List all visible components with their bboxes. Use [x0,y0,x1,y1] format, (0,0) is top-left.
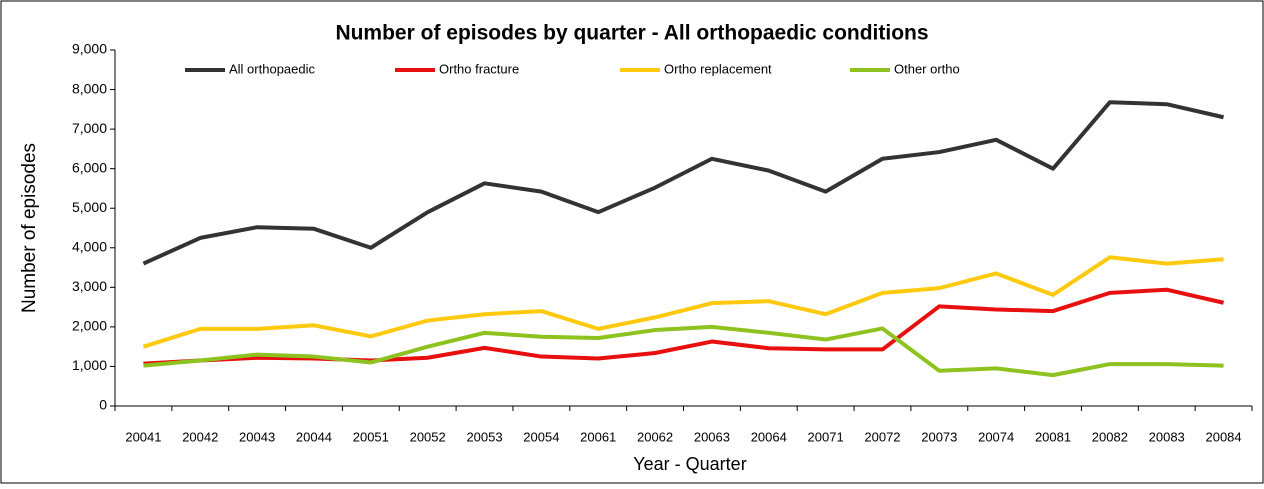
y-tick-label: 7,000 [72,120,107,136]
y-tick-label: 0 [99,397,107,413]
x-tick-label: 20054 [523,429,559,444]
x-tick-label: 20083 [1149,429,1185,444]
x-tick-label: 20073 [921,429,957,444]
x-tick-label: 20043 [239,429,275,444]
x-tick-label: 20082 [1092,429,1128,444]
x-tick-label: 20074 [978,429,1014,444]
legend-label: Other ortho [894,61,960,76]
x-tick-label: 20063 [694,429,730,444]
x-axis-title: Year - Quarter [633,454,746,474]
y-tick-label: 9,000 [72,41,107,57]
y-tick-label: 2,000 [72,318,107,334]
x-tick-label: 20064 [751,429,787,444]
x-tick-label: 20053 [466,429,502,444]
series-line [142,100,1225,266]
x-tick-label: 20042 [182,429,218,444]
y-tick-label: 3,000 [72,278,107,294]
x-tick-label: 20081 [1035,429,1071,444]
x-tick-label: 20062 [637,429,673,444]
y-tick-label: 1,000 [72,357,107,373]
x-tick-label: 20052 [410,429,446,444]
x-tick-label: 20072 [864,429,900,444]
legend-label: Ortho fracture [439,61,519,76]
x-tick-label: 20051 [353,429,389,444]
x-tick-label: 20041 [125,429,161,444]
y-tick-label: 8,000 [72,80,107,96]
y-tick-label: 4,000 [72,238,107,254]
x-tick-label: 20061 [580,429,616,444]
chart-title: Number of episodes by quarter - All orth… [335,22,928,45]
series-line [142,255,1224,349]
y-axis-title: Number of episodes [19,143,40,313]
legend-label: All orthopaedic [229,61,315,76]
x-tick-label: 20084 [1205,429,1241,444]
y-tick-label: 6,000 [72,159,107,175]
x-tick-label: 20044 [296,429,332,444]
series-line [143,324,1224,378]
x-tick-label: 20071 [808,429,844,444]
y-tick-label: 5,000 [72,199,107,215]
legend-label: Ortho replacement [664,61,772,76]
